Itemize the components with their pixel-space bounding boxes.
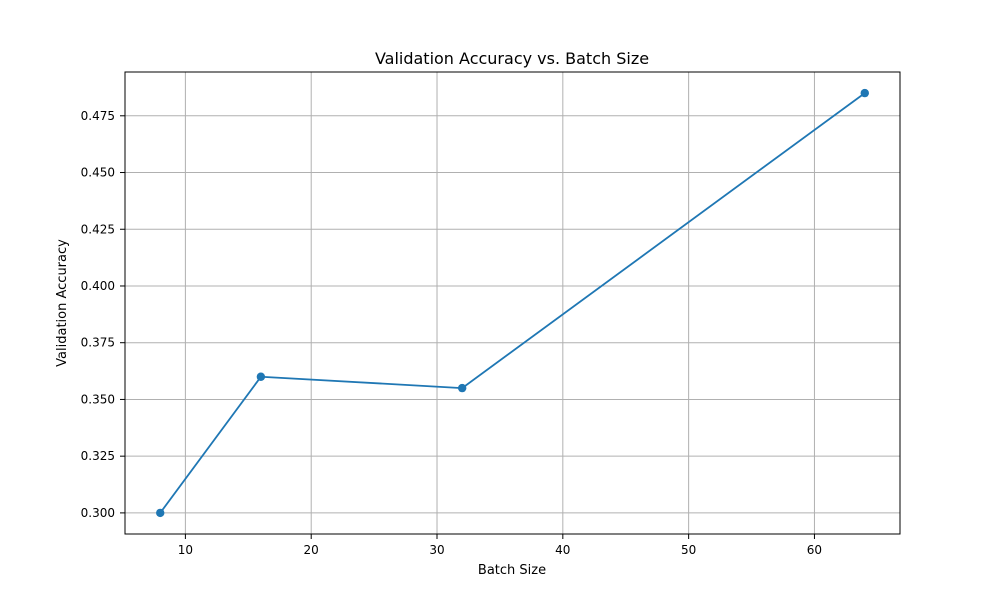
tick-layer: 10 20 30 40 50 60 0.300 0.325 0.350 0.375 0.400 0.4… [81, 109, 822, 557]
y-tick-label: 0.425 [81, 222, 115, 236]
grid-layer [125, 72, 900, 534]
data-point-2 [457, 383, 467, 393]
x-axis-label: Batch Size [478, 563, 546, 578]
series-line-0 [159, 92, 866, 514]
x-tick-label: 20 [304, 543, 319, 557]
y-tick-label: 0.400 [81, 279, 115, 293]
x-tick-label: 50 [681, 543, 696, 557]
data-point-3 [860, 88, 869, 98]
data-point-0 [156, 508, 165, 518]
x-tick-label: 10 [178, 543, 193, 557]
y-tick-label: 0.350 [81, 392, 115, 406]
data-point-1 [256, 372, 266, 381]
chart-title: Validation Accuracy vs. Batch Size [375, 49, 649, 68]
y-tick-label: 0.475 [81, 109, 115, 123]
plot-area-frame [124, 71, 901, 535]
y-tick-label: 0.450 [81, 166, 115, 180]
x-tick-label: 30 [429, 543, 444, 557]
x-tick-label: 60 [807, 543, 822, 557]
y-tick-label: 0.375 [81, 336, 115, 350]
y-axis-label: Validation Accuracy [55, 239, 70, 367]
y-tick-label: 0.300 [81, 506, 115, 520]
y-tick-label: 0.325 [81, 449, 115, 463]
x-tick-label: 40 [555, 543, 570, 557]
series-layer [156, 88, 869, 518]
